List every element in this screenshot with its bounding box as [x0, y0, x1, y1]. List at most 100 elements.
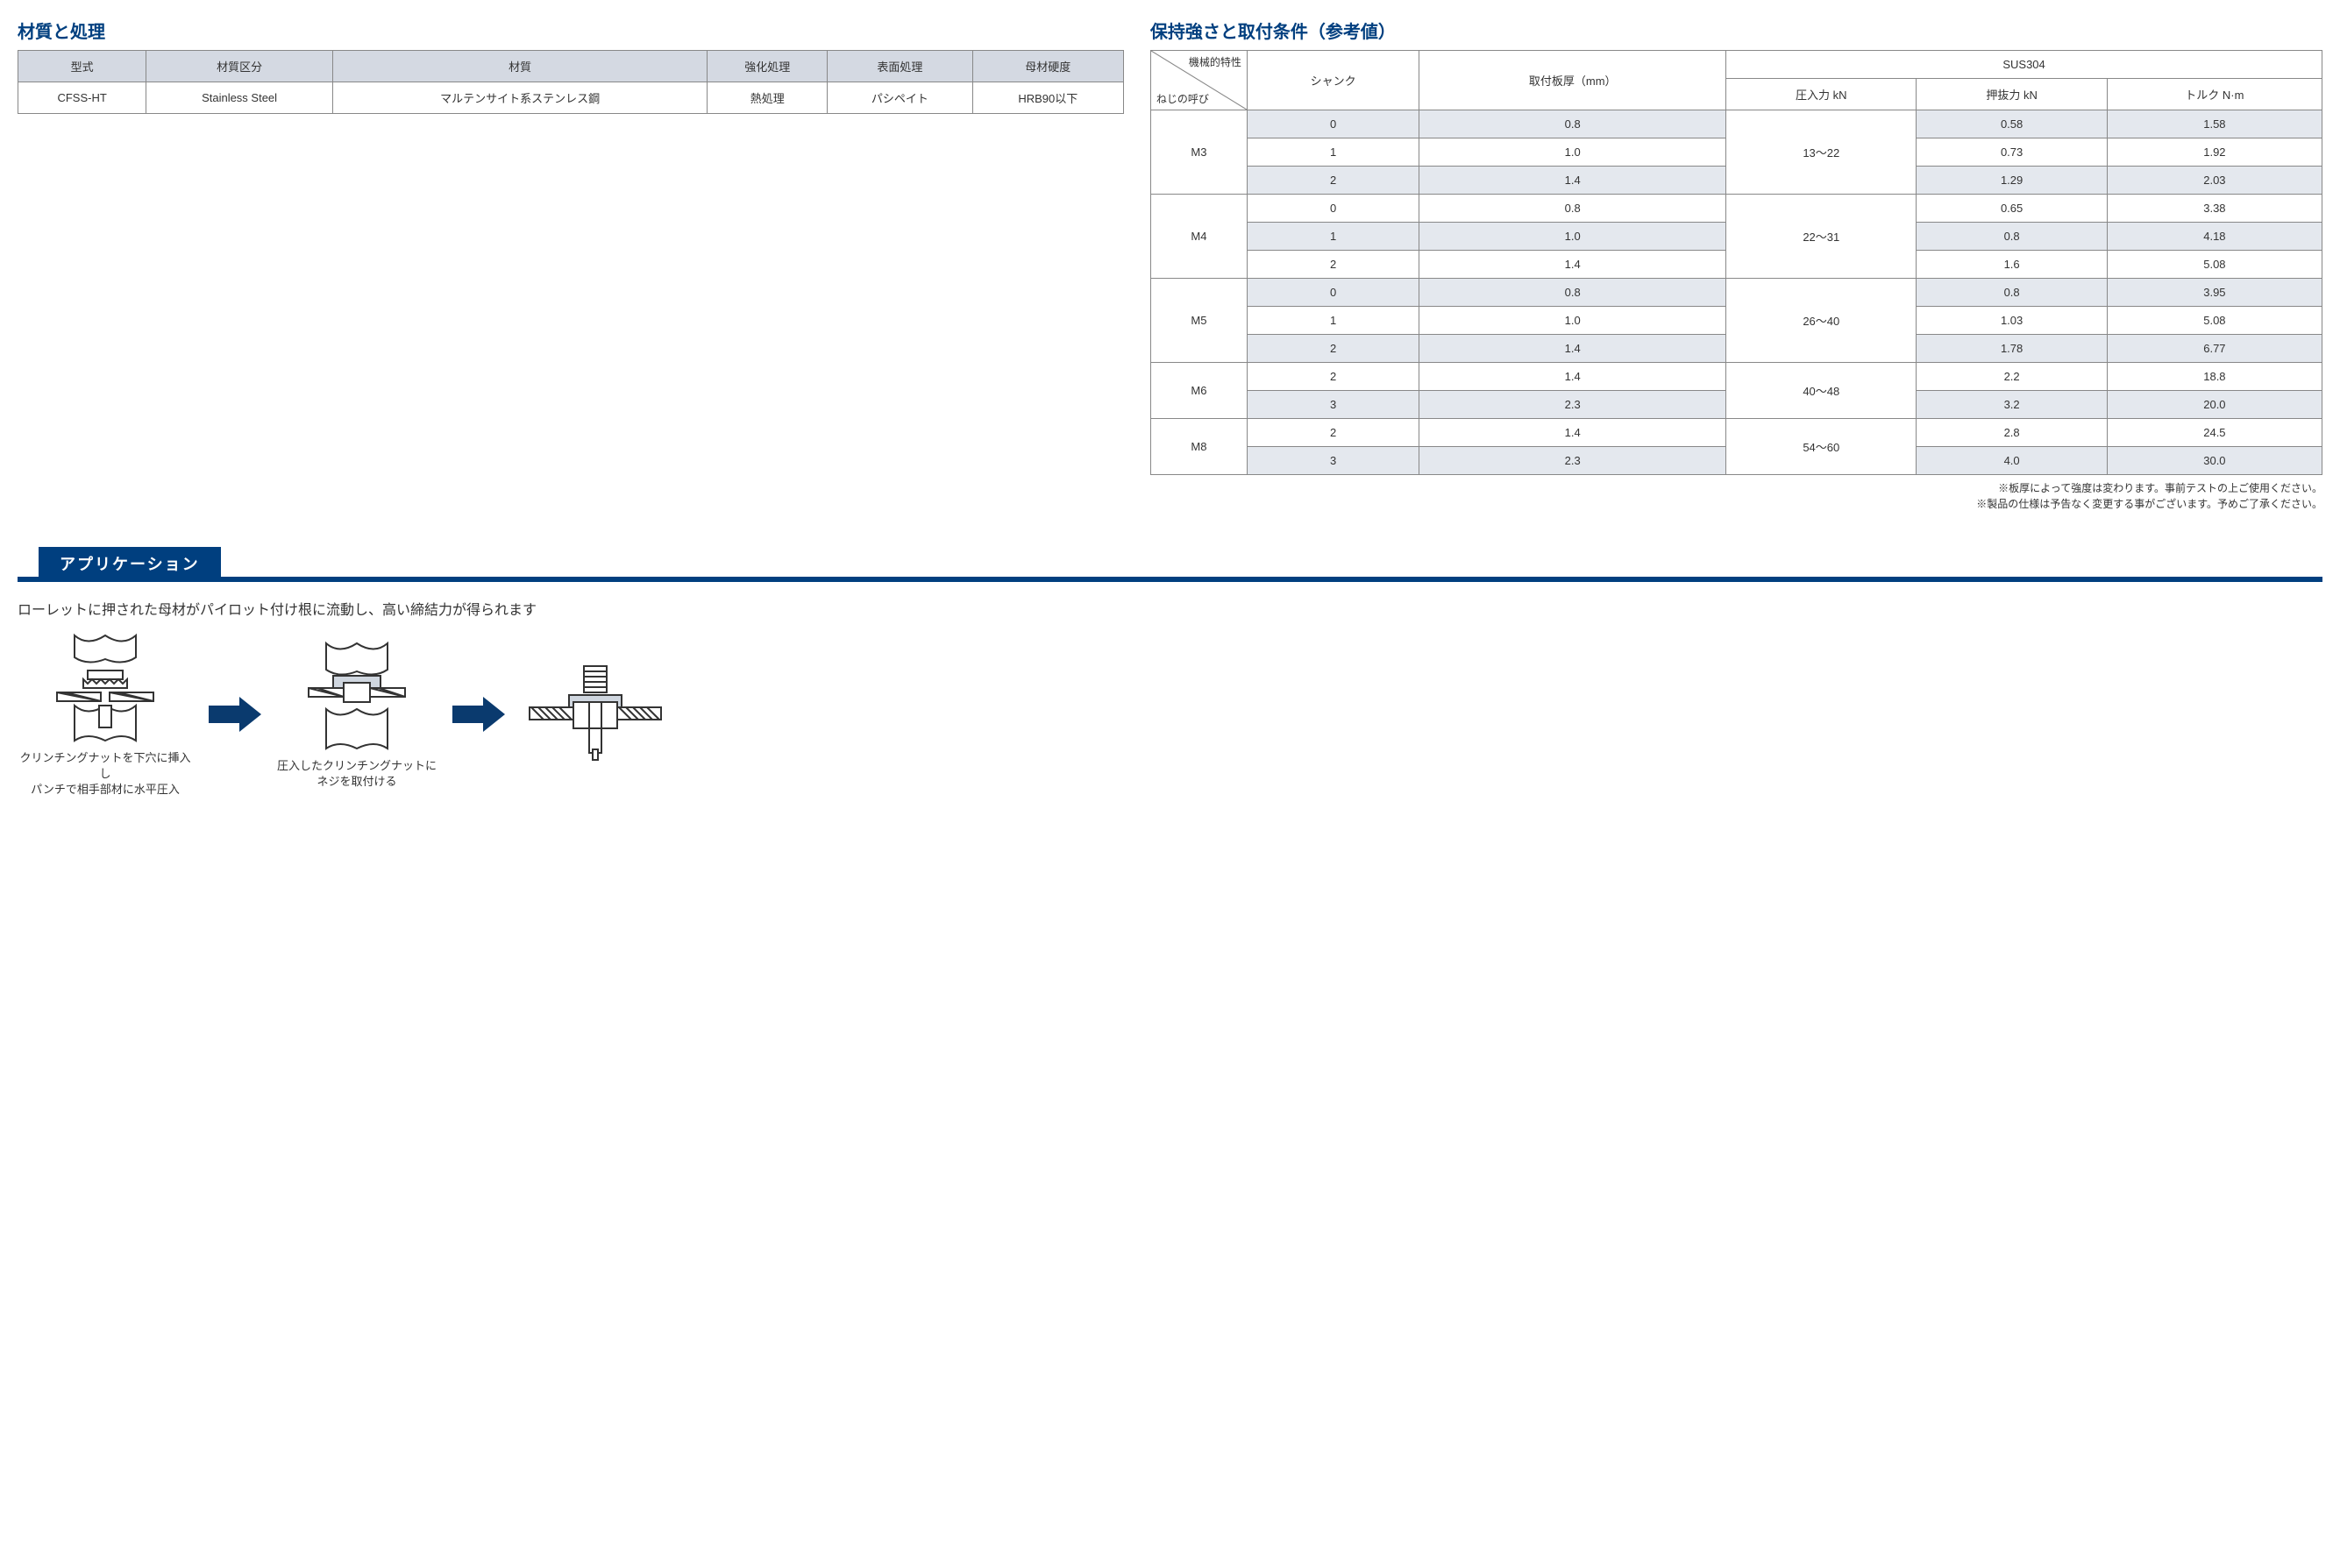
- strength-press-cell: 22～31: [1726, 195, 1917, 279]
- strength-shank-cell: 2: [1247, 167, 1419, 195]
- strength-plate-cell: 0.8: [1419, 110, 1726, 138]
- strength-diag-bottom: ねじの呼び: [1156, 91, 1209, 106]
- strength-diag-top: 機械的特性: [1189, 54, 1241, 69]
- strength-col-plate: 取付板厚（mm）: [1419, 51, 1726, 110]
- strength-shank-cell: 0: [1247, 279, 1419, 307]
- mat-col-0: 型式: [18, 51, 146, 82]
- mat-cell-4: パシペイト: [828, 82, 973, 114]
- strength-push-cell: 3.2: [1917, 391, 2107, 419]
- strength-plate-cell: 2.3: [1419, 391, 1726, 419]
- strength-push-cell: 1.78: [1917, 335, 2107, 363]
- step2-icon: [291, 639, 423, 753]
- step2-caption-l2: ネジを取付ける: [317, 775, 397, 788]
- strength-press-cell: 26～40: [1726, 279, 1917, 363]
- application-title: アプリケーション: [39, 547, 221, 580]
- strength-heading: 保持強さと取付条件（参考値）: [1150, 18, 2322, 43]
- step1-caption-l1: クリンチングナットを下穴に挿入し: [19, 751, 190, 780]
- strength-plate-cell: 0.8: [1419, 195, 1726, 223]
- strength-push-cell: 0.65: [1917, 195, 2107, 223]
- strength-press-cell: 13～22: [1726, 110, 1917, 195]
- mat-col-2: 材質: [332, 51, 708, 82]
- mat-cell-5: HRB90以下: [972, 82, 1123, 114]
- strength-plate-cell: 1.4: [1419, 251, 1726, 279]
- strength-press-cell: 40～48: [1726, 363, 1917, 419]
- strength-size-cell: M5: [1150, 279, 1247, 363]
- application-step-1: クリンチングナットを下穴に挿入し パンチで相手部材に水平圧入: [18, 631, 193, 798]
- arrow-icon: [452, 697, 505, 732]
- strength-plate-cell: 1.4: [1419, 363, 1726, 391]
- strength-push-cell: 1.6: [1917, 251, 2107, 279]
- strength-push-cell: 2.2: [1917, 363, 2107, 391]
- strength-shank-cell: 2: [1247, 251, 1419, 279]
- strength-size-cell: M4: [1150, 195, 1247, 279]
- strength-torque-cell: 3.38: [2107, 195, 2322, 223]
- strength-torque-cell: 1.58: [2107, 110, 2322, 138]
- mat-cell-0: CFSS-HT: [18, 82, 146, 114]
- mat-col-3: 強化処理: [708, 51, 828, 82]
- strength-torque-cell: 6.77: [2107, 335, 2322, 363]
- application-step-3: [521, 662, 670, 767]
- strength-torque-cell: 30.0: [2107, 447, 2322, 475]
- mat-cell-1: Stainless Steel: [146, 82, 333, 114]
- strength-shank-cell: 1: [1247, 138, 1419, 167]
- strength-plate-cell: 1.0: [1419, 138, 1726, 167]
- strength-torque-cell: 5.08: [2107, 307, 2322, 335]
- strength-push-cell: 1.03: [1917, 307, 2107, 335]
- strength-push-cell: 1.29: [1917, 167, 2107, 195]
- strength-push-cell: 2.8: [1917, 419, 2107, 447]
- strength-diag-cell: 機械的特性 ねじの呼び: [1150, 51, 1247, 110]
- strength-shank-cell: 2: [1247, 335, 1419, 363]
- strength-note-1: ※製品の仕様は予告なく変更する事がございます。予めご了承ください。: [1150, 496, 2322, 512]
- strength-torque-cell: 4.18: [2107, 223, 2322, 251]
- strength-shank-cell: 3: [1247, 447, 1419, 475]
- application-step-2: 圧入したクリンチングナットに ネジを取付ける: [277, 639, 437, 790]
- strength-push-cell: 0.8: [1917, 279, 2107, 307]
- step1-icon: [39, 631, 171, 745]
- strength-size-cell: M6: [1150, 363, 1247, 419]
- strength-plate-cell: 1.0: [1419, 307, 1726, 335]
- strength-plate-cell: 1.4: [1419, 419, 1726, 447]
- strength-shank-cell: 1: [1247, 223, 1419, 251]
- strength-press-cell: 54～60: [1726, 419, 1917, 475]
- strength-torque-cell: 18.8: [2107, 363, 2322, 391]
- step2-caption: 圧入したクリンチングナットに ネジを取付ける: [277, 758, 437, 790]
- application-rule: [18, 577, 2322, 582]
- strength-table: 機械的特性 ねじの呼び シャンク 取付板厚（mm） SUS304 圧入力 kN …: [1150, 50, 2322, 475]
- strength-torque-cell: 20.0: [2107, 391, 2322, 419]
- strength-torque-cell: 2.03: [2107, 167, 2322, 195]
- strength-push-cell: 0.8: [1917, 223, 2107, 251]
- strength-push-cell: 0.73: [1917, 138, 2107, 167]
- strength-col-sus: SUS304: [1726, 51, 2322, 79]
- strength-shank-cell: 2: [1247, 419, 1419, 447]
- strength-col-press: 圧入力 kN: [1726, 79, 1917, 110]
- strength-shank-cell: 0: [1247, 195, 1419, 223]
- strength-torque-cell: 3.95: [2107, 279, 2322, 307]
- application-section: アプリケーション ローレットに押された母材がパイロット付け根に流動し、高い締結力…: [18, 547, 2322, 798]
- mat-col-5: 母材硬度: [972, 51, 1123, 82]
- mat-cell-3: 熱処理: [708, 82, 828, 114]
- strength-plate-cell: 1.4: [1419, 335, 1726, 363]
- step2-caption-l1: 圧入したクリンチングナットに: [277, 759, 437, 772]
- strength-col-push: 押抜力 kN: [1917, 79, 2107, 110]
- strength-push-cell: 4.0: [1917, 447, 2107, 475]
- application-desc: ローレットに押された母材がパイロット付け根に流動し、高い締結力が得られます: [18, 598, 2322, 619]
- strength-torque-cell: 24.5: [2107, 419, 2322, 447]
- strength-shank-cell: 2: [1247, 363, 1419, 391]
- mat-col-4: 表面処理: [828, 51, 973, 82]
- strength-push-cell: 0.58: [1917, 110, 2107, 138]
- strength-torque-cell: 5.08: [2107, 251, 2322, 279]
- step1-caption: クリンチングナットを下穴に挿入し パンチで相手部材に水平圧入: [18, 750, 193, 798]
- mat-col-1: 材質区分: [146, 51, 333, 82]
- strength-col-torque: トルク N·m: [2107, 79, 2322, 110]
- strength-shank-cell: 3: [1247, 391, 1419, 419]
- strength-torque-cell: 1.92: [2107, 138, 2322, 167]
- strength-shank-cell: 1: [1247, 307, 1419, 335]
- materials-heading: 材質と処理: [18, 18, 1124, 43]
- step3-icon: [521, 662, 670, 767]
- strength-plate-cell: 1.4: [1419, 167, 1726, 195]
- strength-shank-cell: 0: [1247, 110, 1419, 138]
- strength-note-0: ※板厚によって強度は変わります。事前テストの上ご使用ください。: [1150, 480, 2322, 496]
- step1-caption-l2: パンチで相手部材に水平圧入: [31, 783, 180, 796]
- strength-size-cell: M8: [1150, 419, 1247, 475]
- strength-plate-cell: 0.8: [1419, 279, 1726, 307]
